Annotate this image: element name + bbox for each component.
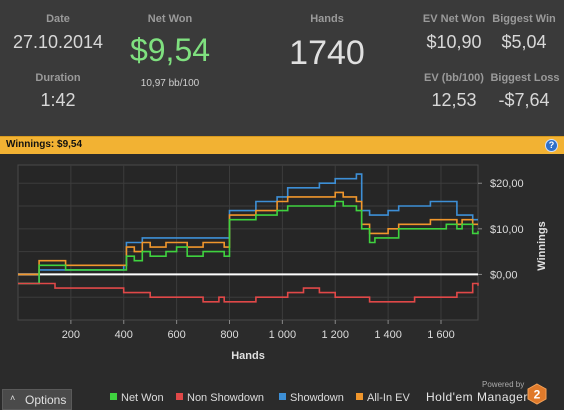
biggest-win-label: Biggest Win xyxy=(492,13,556,25)
legend-showdown[interactable]: Showdown xyxy=(279,392,344,404)
y-tick-label: $20,00 xyxy=(490,178,524,190)
brand-name: Hold'em Manager xyxy=(426,390,528,404)
series-lines xyxy=(18,173,479,303)
x-tick-label: 200 xyxy=(62,329,80,341)
date-value: 27.10.2014 xyxy=(12,32,104,52)
winnings-bar: Winnings: $9,54 ? xyxy=(0,136,564,154)
y-tick-label: $10,00 xyxy=(490,224,524,236)
legend-label: Showdown xyxy=(290,392,344,404)
legend-swatch xyxy=(110,393,117,400)
legend-swatch xyxy=(356,393,363,400)
x-axis-label: Hands xyxy=(231,350,265,362)
winnings-chart: 200 400 600 800 1 000 1 200 1 400 1 600 $0,00 $1… xyxy=(17,164,548,362)
y-tick-label: $0,00 xyxy=(490,269,518,281)
hm2-logo-icon: 2 xyxy=(527,383,547,405)
x-tick-label: 1 200 xyxy=(321,329,349,341)
help-icon[interactable]: ? xyxy=(545,139,558,152)
bb-per-100: 10,97 bb/100 xyxy=(140,78,200,89)
x-tick-label: 1 000 xyxy=(269,329,297,341)
x-ticks: 200 400 600 800 1 000 1 200 1 400 1 600 xyxy=(62,320,455,341)
legend-swatch xyxy=(176,393,183,400)
biggest-win-value: $5,04 xyxy=(501,32,547,52)
series-net-won xyxy=(18,200,479,285)
duration-label: Duration xyxy=(35,72,81,84)
legend-label: Net Won xyxy=(121,392,164,404)
y-ticks: $0,00 $10,00 $20,00 xyxy=(478,178,524,281)
hands-value: 1740 xyxy=(289,34,365,72)
ev-net-won-value: $10,90 xyxy=(426,32,482,52)
biggest-loss-value: -$7,64 xyxy=(498,90,550,110)
x-tick-label: 1 600 xyxy=(427,329,455,341)
stats-panel: Date 27.10.2014 Duration 1:42 Net Won $9… xyxy=(0,0,564,136)
powered-by-text: Powered by xyxy=(482,380,525,389)
ev-bb-value: 12,53 xyxy=(431,90,477,110)
x-tick-label: 400 xyxy=(115,329,133,341)
hands-label: Hands xyxy=(310,13,344,25)
legend-non-showdown[interactable]: Non Showdown xyxy=(176,392,264,404)
net-won-label: Net Won xyxy=(147,13,193,25)
legend-label: Non Showdown xyxy=(187,392,265,404)
chevron-up-icon: ˄ xyxy=(10,393,16,403)
x-tick-label: 1 400 xyxy=(374,329,402,341)
x-tick-label: 800 xyxy=(220,329,238,341)
options-button[interactable]: ˄ Options xyxy=(2,389,72,410)
plot-area xyxy=(17,164,479,321)
biggest-loss-label: Biggest Loss xyxy=(490,72,560,84)
legend-label: All-In EV xyxy=(367,392,410,404)
x-tick-label: 600 xyxy=(167,329,185,341)
series-non-showdown xyxy=(18,282,479,303)
chart-panel: 200 400 600 800 1 000 1 200 1 400 1 600 $0,00 $1… xyxy=(0,155,564,410)
legend-swatch xyxy=(279,393,286,400)
brand-logo: Powered by Hold'em Manager 2 xyxy=(424,380,560,408)
ev-bb-label: EV (bb/100) xyxy=(424,72,484,84)
winnings-text: Winnings: $9,54 xyxy=(6,139,83,150)
logo-number: 2 xyxy=(534,388,541,402)
date-label: Date xyxy=(46,13,70,25)
legend-net-won[interactable]: Net Won xyxy=(110,392,164,404)
ev-net-won-label: EV Net Won xyxy=(422,13,486,25)
options-label: Options xyxy=(25,393,67,407)
y-axis-label: Winnings xyxy=(536,221,548,270)
legend-all-in-ev[interactable]: All-In EV xyxy=(356,392,410,404)
net-won-value: $9,54 xyxy=(129,32,211,68)
duration-value: 1:42 xyxy=(40,90,76,110)
series-all-in-ev xyxy=(18,191,478,276)
